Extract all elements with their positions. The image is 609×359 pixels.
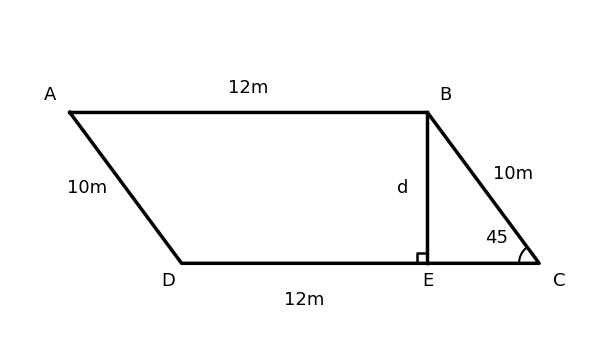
- Text: 10m: 10m: [493, 165, 533, 183]
- Text: d: d: [397, 180, 409, 197]
- Text: C: C: [553, 272, 566, 290]
- Text: E: E: [422, 272, 433, 290]
- Text: 12m: 12m: [228, 79, 269, 97]
- Text: D: D: [161, 272, 175, 290]
- Text: 12m: 12m: [284, 291, 325, 309]
- Text: B: B: [439, 85, 451, 103]
- Text: 45: 45: [485, 229, 508, 247]
- Text: 10m: 10m: [66, 180, 107, 197]
- Text: A: A: [43, 85, 56, 103]
